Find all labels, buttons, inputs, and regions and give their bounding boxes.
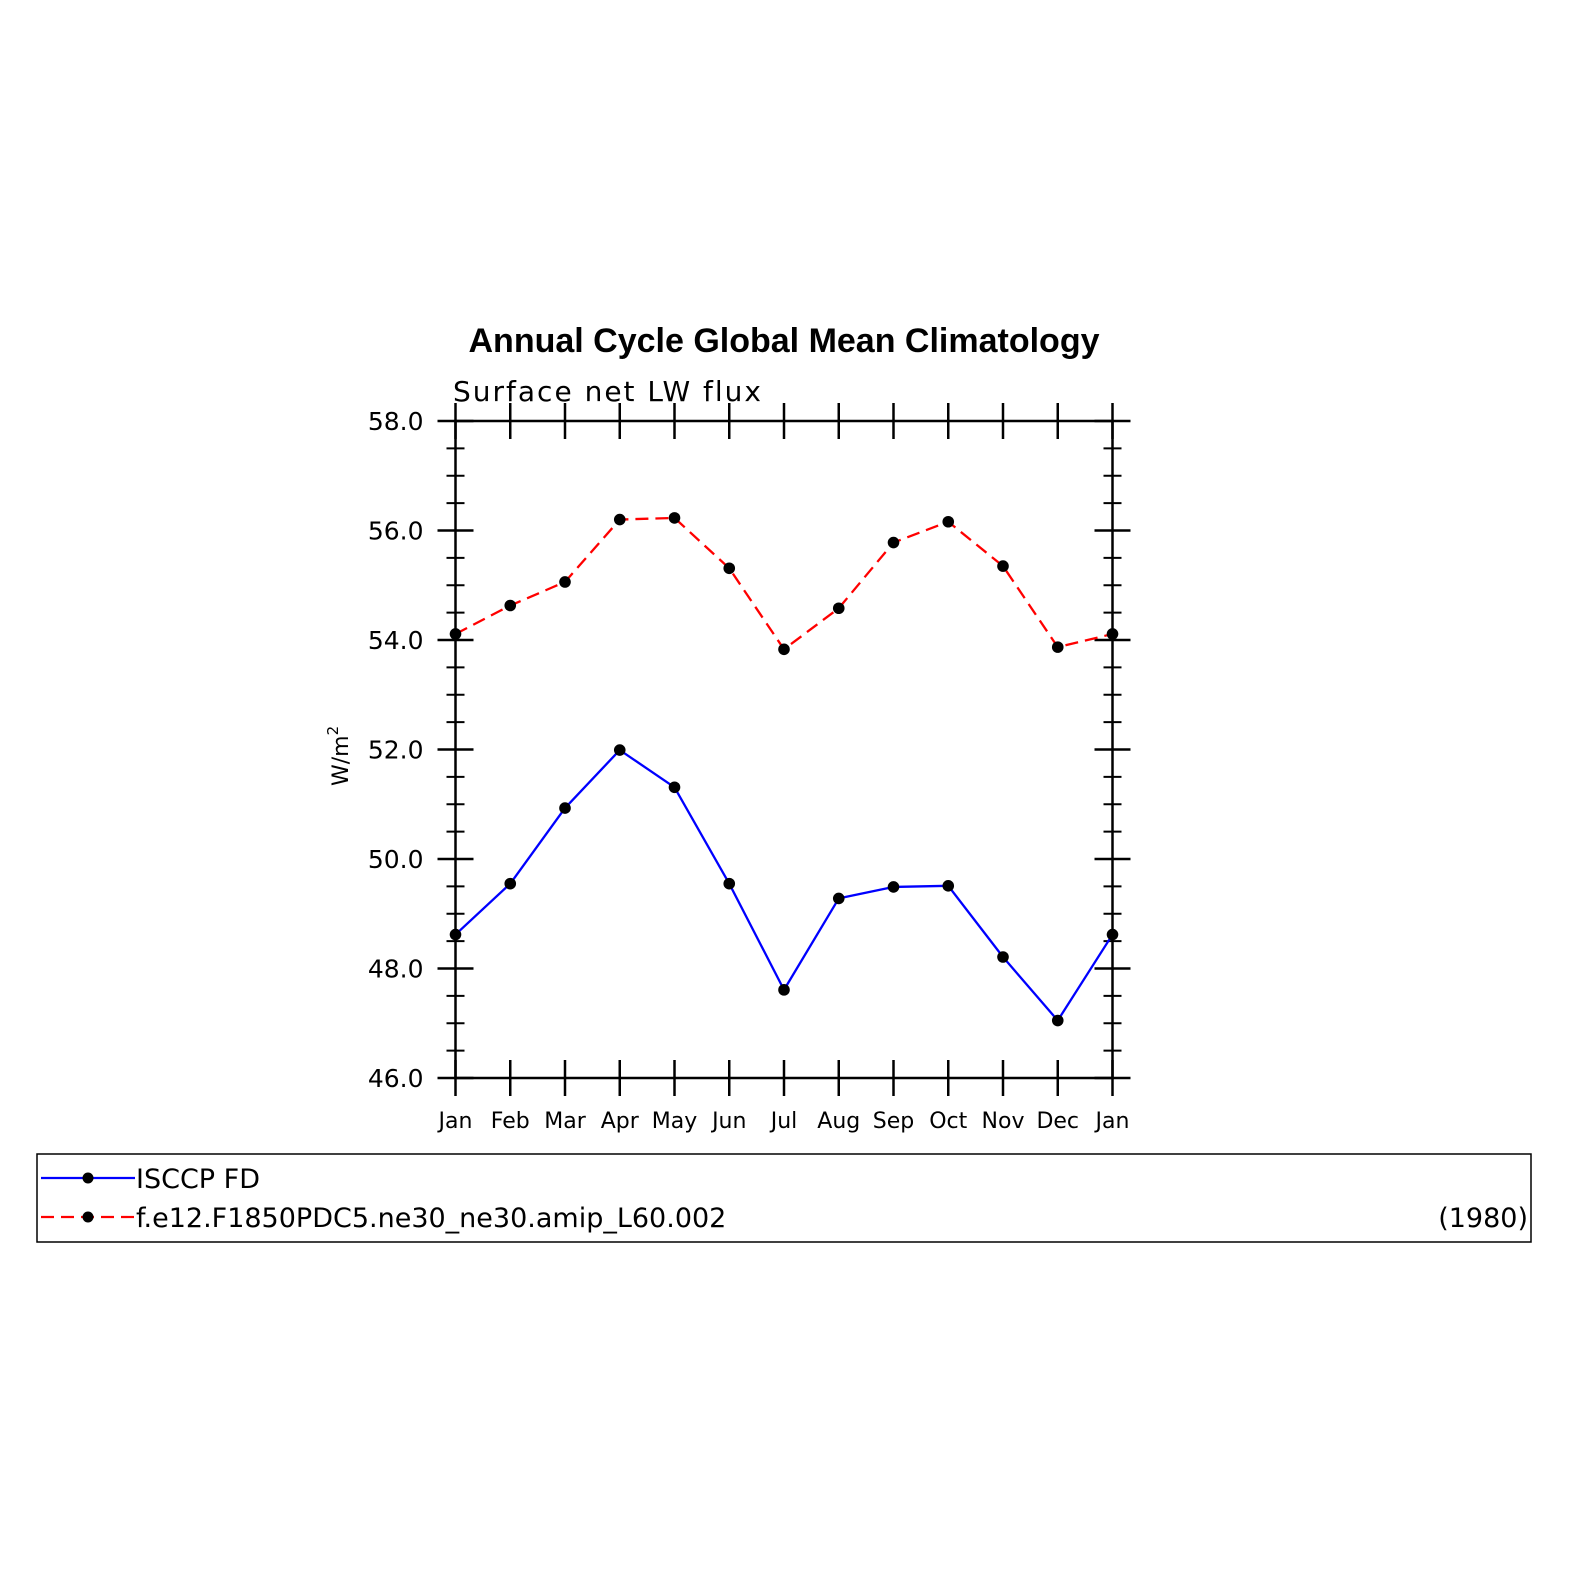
legend: ISCCP FD f.e12.F1850PDC5.ne30_ne30.amip_… <box>36 1153 1532 1243</box>
series-line-1 <box>454 516 1113 651</box>
series-0-point <box>942 880 955 892</box>
legend-years-model: (1980) <box>1438 1203 1528 1234</box>
series-0-point <box>832 892 845 905</box>
series-0-point <box>723 877 736 890</box>
y-tick-label: 54.0 <box>368 626 424 655</box>
series-0-point <box>997 951 1009 963</box>
y-axis-label-superscript: 2 <box>324 726 342 736</box>
y-axis-tick-labels: 46.0 48.0 50.0 52.0 54.0 56.0 58.0 <box>368 407 424 1093</box>
series-0-point <box>504 877 517 890</box>
y-tick-label: 48.0 <box>368 955 424 984</box>
series-0-point <box>887 881 900 893</box>
x-tick-label: Sep <box>873 1109 914 1134</box>
x-tick-label: Mar <box>544 1109 586 1134</box>
y-tick-label: 50.0 <box>368 845 424 874</box>
x-tick-label: Jan <box>1094 1109 1130 1134</box>
series-1-point <box>832 602 845 615</box>
series-1-point <box>668 512 681 524</box>
y-tick-label: 52.0 <box>368 736 424 765</box>
y-tick-label: 56.0 <box>368 517 424 546</box>
plot-frame <box>454 419 1114 1080</box>
x-tick-label: Dec <box>1036 1109 1079 1134</box>
y-axis-label-text: W/m <box>329 735 354 786</box>
x-axis-tick-labels: Jan Feb Mar Apr May Jun Jul Aug Sep Oct Nov Dec Jan <box>437 1109 1130 1134</box>
y-axis-label: W/m2 <box>324 726 354 786</box>
series-line-0 <box>454 748 1114 1022</box>
series-1-point <box>504 599 517 612</box>
series-0-point <box>559 802 571 814</box>
chart-subtitle: Surface net LW flux <box>453 375 763 408</box>
series-0-point <box>1051 1014 1064 1027</box>
legend-marker-isccp <box>82 1172 94 1184</box>
x-tick-label: Oct <box>929 1109 967 1134</box>
series-0-point <box>449 928 462 941</box>
x-tick-label: Jun <box>710 1109 746 1134</box>
chart-title: Annual Cycle Global Mean Climatology <box>469 322 1100 360</box>
series-1-point <box>887 536 900 549</box>
series-1-point <box>449 628 462 640</box>
x-tick-label: Apr <box>601 1109 640 1134</box>
legend-label-model: f.e12.F1850PDC5.ne30_ne30.amip_L60.002 <box>136 1203 726 1234</box>
series-markers <box>449 512 1119 1027</box>
series-1-point <box>559 576 571 588</box>
legend-marker-model <box>82 1211 94 1223</box>
x-tick-label: Jan <box>437 1109 473 1134</box>
y-tick-label: 46.0 <box>368 1064 424 1093</box>
series-1-point <box>613 513 626 526</box>
series-0-point <box>778 984 790 996</box>
series-0-point <box>1106 928 1119 941</box>
series-1-point <box>1051 641 1064 653</box>
legend-label-isccp: ISCCP FD <box>136 1164 260 1195</box>
series-1-point <box>1106 628 1119 640</box>
series-lines <box>454 516 1114 1022</box>
x-tick-label: Feb <box>491 1109 530 1134</box>
x-tick-label: Nov <box>982 1109 1025 1134</box>
legend-entry-model: f.e12.F1850PDC5.ne30_ne30.amip_L60.002 (… <box>41 1203 1528 1234</box>
x-tick-label: May <box>652 1109 697 1134</box>
series-1-point <box>723 562 736 575</box>
series-1-point <box>778 643 790 656</box>
series-1-point <box>942 515 955 528</box>
axis-ticks <box>437 403 1131 1096</box>
legend-entry-isccp: ISCCP FD <box>41 1164 260 1195</box>
series-0-point <box>613 744 626 756</box>
series-1-point <box>997 560 1009 572</box>
legend-box <box>36 1153 1532 1243</box>
x-tick-label: Aug <box>817 1109 860 1134</box>
series-0-point <box>668 781 681 794</box>
x-tick-label: Jul <box>769 1109 798 1134</box>
y-tick-label: 58.0 <box>368 407 424 436</box>
plot-area: 46.0 48.0 50.0 52.0 54.0 56.0 58.0 Jan Feb Mar Ap… <box>368 403 1131 1134</box>
